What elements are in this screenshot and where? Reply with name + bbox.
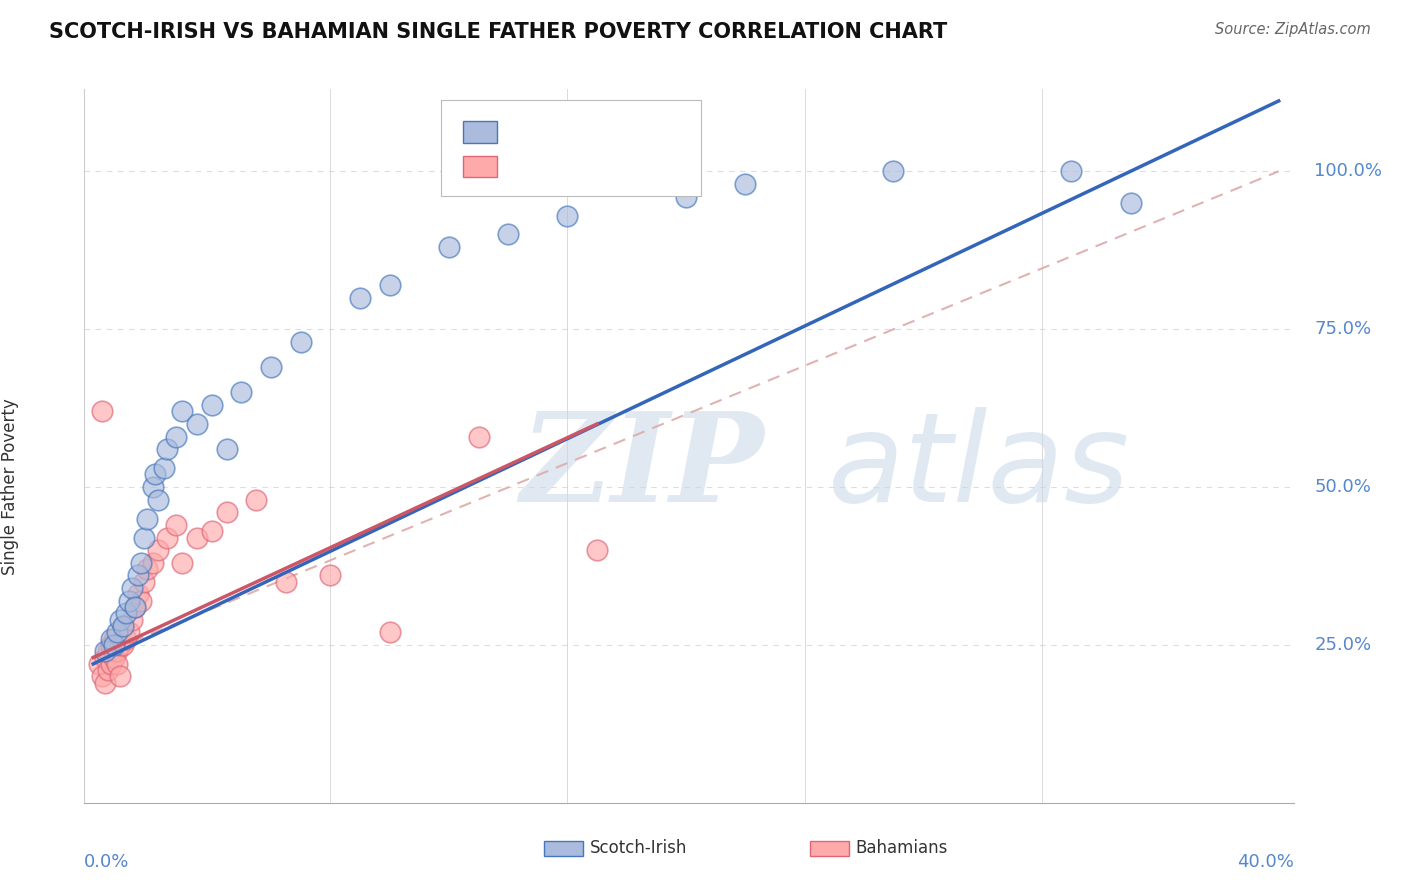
Point: [121, 581, 143, 595]
Point: [153, 461, 176, 475]
Point: [132, 574, 155, 589]
Point: [172, 404, 194, 418]
Point: [215, 505, 238, 519]
Point: [467, 429, 489, 443]
Point: [231, 385, 253, 400]
Point: [132, 531, 155, 545]
Point: [105, 644, 128, 658]
Point: [124, 600, 146, 615]
Point: [1060, 164, 1083, 178]
Text: R = 0.730   N = 37: R = 0.730 N = 37: [505, 122, 697, 142]
FancyBboxPatch shape: [463, 155, 496, 177]
FancyBboxPatch shape: [544, 840, 582, 856]
Point: [94, 675, 117, 690]
Point: [165, 429, 187, 443]
Point: [91, 669, 114, 683]
Point: [675, 189, 697, 203]
Point: [186, 531, 208, 545]
Text: Scotch-Irish: Scotch-Irish: [589, 839, 688, 857]
Point: [186, 417, 208, 431]
Point: [496, 227, 519, 242]
Point: [118, 625, 141, 640]
Text: 25.0%: 25.0%: [1315, 636, 1371, 654]
Point: [118, 593, 141, 607]
Point: [319, 568, 342, 582]
Text: SCOTCH-IRISH VS BAHAMIAN SINGLE FATHER POVERTY CORRELATION CHART: SCOTCH-IRISH VS BAHAMIAN SINGLE FATHER P…: [49, 22, 948, 42]
Point: [148, 543, 170, 558]
Point: [129, 593, 152, 607]
Point: [103, 650, 125, 665]
Point: [127, 568, 149, 582]
Point: [129, 556, 152, 570]
Point: [260, 360, 283, 375]
Text: 100.0%: 100.0%: [1315, 162, 1382, 180]
Text: Source: ZipAtlas.com: Source: ZipAtlas.com: [1215, 22, 1371, 37]
Point: [141, 480, 163, 494]
Point: [349, 291, 371, 305]
Point: [586, 543, 609, 558]
Point: [1119, 195, 1142, 210]
Point: [100, 638, 122, 652]
Text: 40.0%: 40.0%: [1237, 854, 1294, 871]
Point: [127, 587, 149, 601]
Point: [378, 277, 401, 292]
Point: [141, 556, 163, 570]
Point: [882, 164, 904, 178]
Point: [115, 607, 138, 621]
Point: [94, 650, 117, 665]
Point: [103, 638, 125, 652]
Point: [156, 531, 179, 545]
Point: [100, 632, 122, 646]
FancyBboxPatch shape: [441, 100, 702, 196]
Point: [437, 240, 460, 254]
Point: [97, 644, 120, 658]
Point: [734, 177, 756, 191]
Point: [148, 492, 170, 507]
Point: [215, 442, 238, 457]
Point: [103, 632, 125, 646]
Point: [290, 334, 312, 349]
Point: [201, 524, 224, 539]
Point: [201, 398, 224, 412]
Point: [105, 657, 128, 671]
Point: [156, 442, 179, 457]
Point: [121, 613, 143, 627]
Point: [97, 663, 120, 677]
Text: 0.0%: 0.0%: [84, 854, 129, 871]
Point: [91, 404, 114, 418]
Point: [115, 632, 138, 646]
Point: [108, 669, 131, 683]
Point: [378, 625, 401, 640]
Text: R = 0.237   N = 39: R = 0.237 N = 39: [505, 157, 697, 176]
Point: [124, 600, 146, 615]
Point: [145, 467, 167, 482]
Point: [108, 638, 131, 652]
Point: [172, 556, 194, 570]
Point: [165, 517, 187, 532]
Point: [245, 492, 267, 507]
FancyBboxPatch shape: [810, 840, 849, 856]
FancyBboxPatch shape: [463, 121, 496, 143]
Text: 50.0%: 50.0%: [1315, 478, 1371, 496]
Point: [274, 574, 297, 589]
Point: [89, 657, 111, 671]
Text: Single Father Poverty: Single Father Poverty: [1, 399, 20, 575]
Text: 75.0%: 75.0%: [1315, 320, 1371, 338]
Text: ZIP: ZIP: [520, 407, 763, 528]
Point: [135, 562, 157, 576]
Text: atlas: atlas: [828, 407, 1130, 528]
Point: [111, 638, 134, 652]
Point: [111, 619, 134, 633]
Point: [108, 613, 131, 627]
Text: Bahamians: Bahamians: [856, 839, 948, 857]
Point: [557, 209, 579, 223]
Point: [100, 657, 122, 671]
Point: [105, 625, 128, 640]
Point: [135, 511, 157, 525]
Point: [111, 619, 134, 633]
Point: [94, 644, 117, 658]
